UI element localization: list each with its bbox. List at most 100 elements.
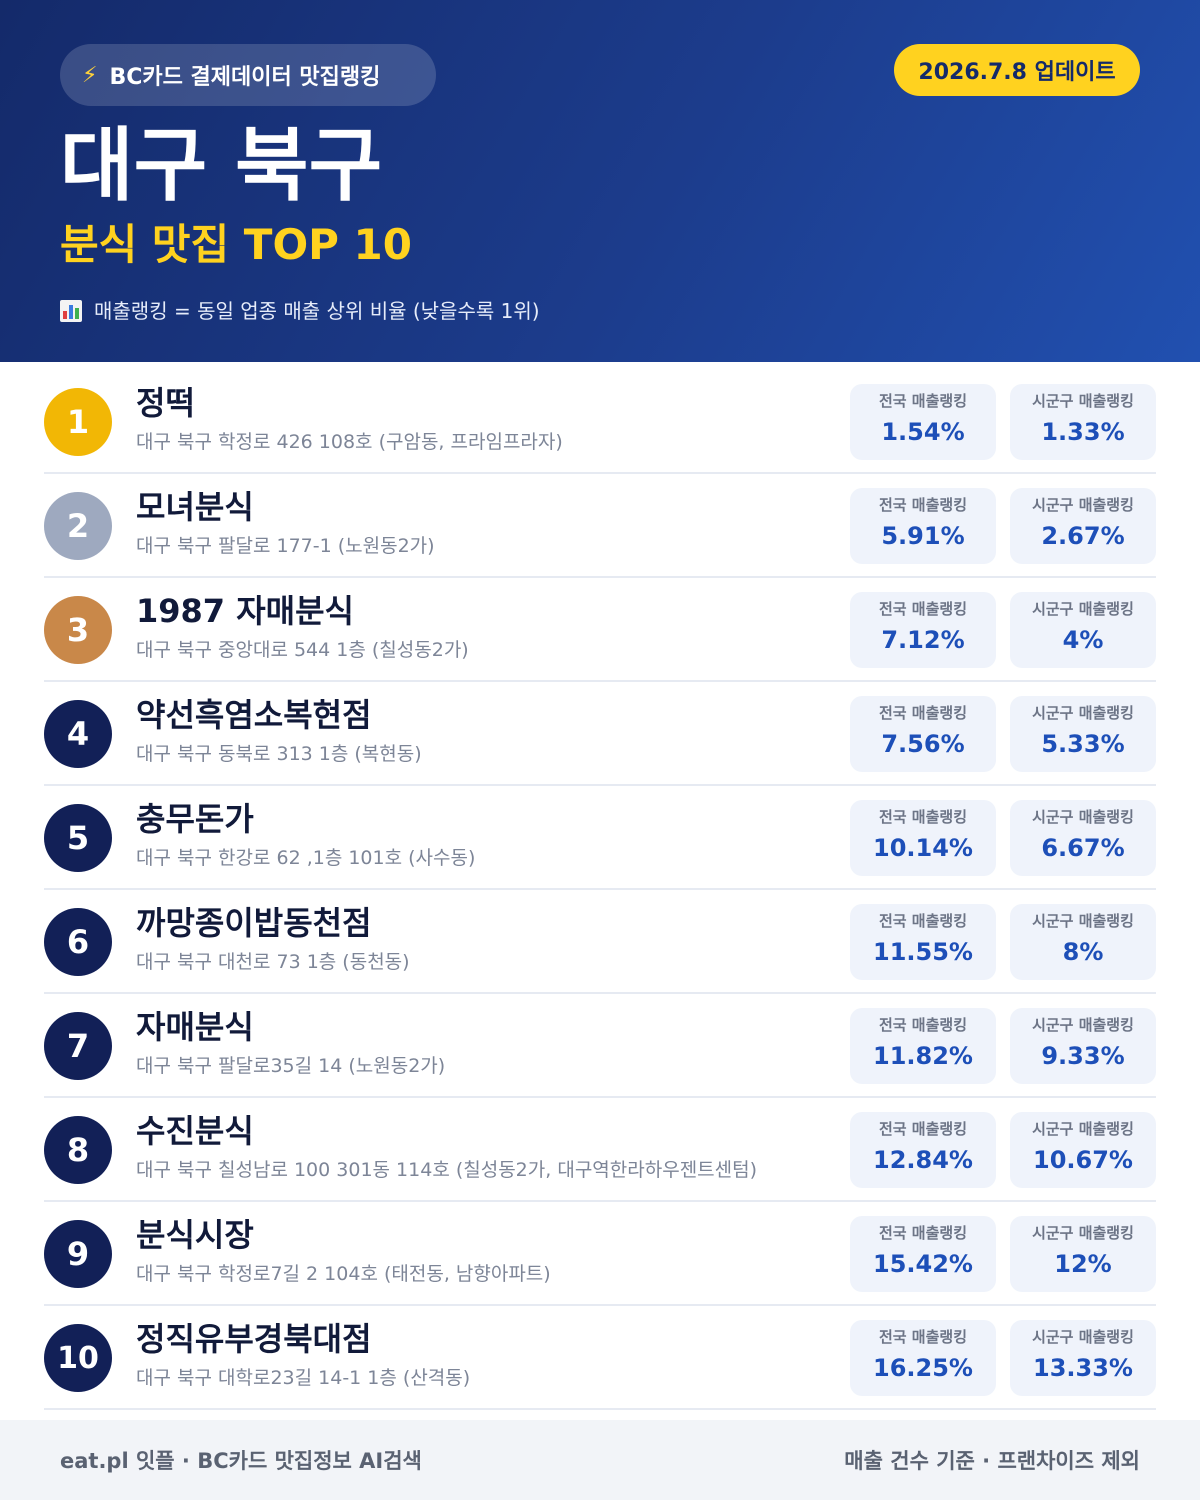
rank-badge: 8 <box>44 1116 112 1184</box>
ranking-note: 매출랭킹 = 동일 업종 매출 상위 비율 (낮을수록 1위) <box>60 296 540 326</box>
national-ranking-label: 전국 매출랭킹 <box>878 496 968 514</box>
lightning-icon: ⚡ <box>82 62 98 88</box>
rank-badge: 6 <box>44 908 112 976</box>
place-address: 대구 북구 칠성남로 100 301동 114호 (칠성동2가, 대구역한라하우… <box>136 1159 758 1181</box>
national-ranking-box: 전국 매출랭킹 7.56% <box>850 696 996 772</box>
local-ranking-box: 시군구 매출랭킹 13.33% <box>1010 1320 1156 1396</box>
list-item[interactable]: 5 충무돈가 대구 북구 한강로 62 ,1층 101호 (사수동) 전국 매출… <box>44 786 1156 890</box>
list-item[interactable]: 10 정직유부경북대점 대구 북구 대학로23길 14-1 1층 (산격동) 전… <box>44 1306 1156 1410</box>
place-address: 대구 북구 중앙대로 544 1층 (칠성동2가) <box>136 639 469 661</box>
national-ranking-value: 15.42% <box>873 1250 973 1278</box>
local-ranking-value: 12% <box>1054 1250 1112 1278</box>
national-ranking-label: 전국 매출랭킹 <box>878 392 968 410</box>
local-ranking-box: 시군구 매출랭킹 2.67% <box>1010 488 1156 564</box>
local-ranking-box: 시군구 매출랭킹 1.33% <box>1010 384 1156 460</box>
local-ranking-box: 시군구 매출랭킹 8% <box>1010 904 1156 980</box>
rank-badge: 5 <box>44 804 112 872</box>
region-title: 대구 북구 <box>60 119 383 212</box>
local-ranking-box: 시군구 매출랭킹 12% <box>1010 1216 1156 1292</box>
national-ranking-box: 전국 매출랭킹 10.14% <box>850 800 996 876</box>
national-ranking-label: 전국 매출랭킹 <box>878 1224 968 1242</box>
source-label: BC카드 결제데이터 맛집랭킹 <box>109 65 381 90</box>
local-ranking-value: 1.33% <box>1041 418 1125 446</box>
national-ranking-value: 11.82% <box>873 1042 973 1070</box>
place-name[interactable]: 수진분식 <box>136 1112 254 1150</box>
place-name[interactable]: 충무돈가 <box>136 800 254 838</box>
national-ranking-value: 7.56% <box>881 730 965 758</box>
list-item[interactable]: 9 분식시장 대구 북구 학정로7길 2 104호 (태전동, 남향아파트) 전… <box>44 1202 1156 1306</box>
national-ranking-box: 전국 매출랭킹 1.54% <box>850 384 996 460</box>
ranking-note-text: 매출랭킹 = 동일 업종 매출 상위 비율 (낮을수록 1위) <box>94 299 540 323</box>
source-badge: ⚡ BC카드 결제데이터 맛집랭킹 <box>60 44 436 106</box>
national-ranking-box: 전국 매출랭킹 7.12% <box>850 592 996 668</box>
local-ranking-label: 시군구 매출랭킹 <box>1032 1328 1134 1346</box>
list-item[interactable]: 8 수진분식 대구 북구 칠성남로 100 301동 114호 (칠성동2가, … <box>44 1098 1156 1202</box>
rank-badge: 4 <box>44 700 112 768</box>
national-ranking-value: 12.84% <box>873 1146 973 1174</box>
place-name[interactable]: 약선흑염소복현점 <box>136 696 372 734</box>
national-ranking-label: 전국 매출랭킹 <box>878 912 968 930</box>
local-ranking-value: 5.33% <box>1041 730 1125 758</box>
national-ranking-box: 전국 매출랭킹 11.55% <box>850 904 996 980</box>
rank-badge: 1 <box>44 388 112 456</box>
list-item[interactable]: 2 모녀분식 대구 북구 팔달로 177-1 (노원동2가) 전국 매출랭킹 5… <box>44 474 1156 578</box>
national-ranking-box: 전국 매출랭킹 11.82% <box>850 1008 996 1084</box>
place-name[interactable]: 자매분식 <box>136 1008 254 1046</box>
local-ranking-label: 시군구 매출랭킹 <box>1032 1224 1134 1242</box>
place-name[interactable]: 정떡 <box>136 384 195 422</box>
update-date-badge: 2026.7.8 업데이트 <box>894 44 1140 96</box>
local-ranking-box: 시군구 매출랭킹 6.67% <box>1010 800 1156 876</box>
bar-chart-icon <box>60 300 82 322</box>
local-ranking-label: 시군구 매출랭킹 <box>1032 704 1134 722</box>
list-item[interactable]: 4 약선흑염소복현점 대구 북구 동북로 313 1층 (복현동) 전국 매출랭… <box>44 682 1156 786</box>
place-address: 대구 북구 동북로 313 1층 (복현동) <box>136 743 422 765</box>
place-address: 대구 북구 대학로23길 14-1 1층 (산격동) <box>136 1367 471 1389</box>
place-address: 대구 북구 팔달로35길 14 (노원동2가) <box>136 1055 446 1077</box>
place-name[interactable]: 모녀분식 <box>136 488 254 526</box>
header-banner: ⚡ BC카드 결제데이터 맛집랭킹 2026.7.8 업데이트 대구 북구 분식… <box>0 0 1200 362</box>
national-ranking-value: 16.25% <box>873 1354 973 1382</box>
national-ranking-box: 전국 매출랭킹 12.84% <box>850 1112 996 1188</box>
rank-badge: 3 <box>44 596 112 664</box>
national-ranking-label: 전국 매출랭킹 <box>878 1120 968 1138</box>
local-ranking-label: 시군구 매출랭킹 <box>1032 912 1134 930</box>
national-ranking-label: 전국 매출랭킹 <box>878 1016 968 1034</box>
rank-badge: 7 <box>44 1012 112 1080</box>
national-ranking-label: 전국 매출랭킹 <box>878 704 968 722</box>
national-ranking-value: 7.12% <box>881 626 965 654</box>
list-item[interactable]: 1 정떡 대구 북구 학정로 426 108호 (구암동, 프라임프라자) 전국… <box>44 370 1156 474</box>
category-subtitle: 분식 맛집 TOP 10 <box>60 220 413 269</box>
national-ranking-value: 5.91% <box>881 522 965 550</box>
list-item[interactable]: 7 자매분식 대구 북구 팔달로35길 14 (노원동2가) 전국 매출랭킹 1… <box>44 994 1156 1098</box>
place-name[interactable]: 정직유부경북대점 <box>136 1320 372 1358</box>
national-ranking-label: 전국 매출랭킹 <box>878 808 968 826</box>
local-ranking-box: 시군구 매출랭킹 4% <box>1010 592 1156 668</box>
local-ranking-label: 시군구 매출랭킹 <box>1032 392 1134 410</box>
local-ranking-value: 9.33% <box>1041 1042 1125 1070</box>
place-address: 대구 북구 학정로7길 2 104호 (태전동, 남향아파트) <box>136 1263 551 1285</box>
list-item[interactable]: 6 까망종이밥동천점 대구 북구 대천로 73 1층 (동천동) 전국 매출랭킹… <box>44 890 1156 994</box>
place-name[interactable]: 분식시장 <box>136 1216 254 1254</box>
local-ranking-value: 13.33% <box>1033 1354 1133 1382</box>
place-name[interactable]: 까망종이밥동천점 <box>136 904 372 942</box>
footer-brand[interactable]: eat.pl 잇플 · BC카드 맛집정보 AI검색 <box>60 1449 422 1473</box>
footer-disclaimer: 매출 건수 기준 · 프랜차이즈 제외 <box>844 1449 1140 1473</box>
rank-badge: 10 <box>44 1324 112 1392</box>
national-ranking-value: 10.14% <box>873 834 973 862</box>
national-ranking-label: 전국 매출랭킹 <box>878 1328 968 1346</box>
place-name[interactable]: 1987 자매분식 <box>136 592 354 630</box>
local-ranking-label: 시군구 매출랭킹 <box>1032 496 1134 514</box>
local-ranking-value: 2.67% <box>1041 522 1125 550</box>
national-ranking-value: 11.55% <box>873 938 973 966</box>
national-ranking-box: 전국 매출랭킹 16.25% <box>850 1320 996 1396</box>
local-ranking-label: 시군구 매출랭킹 <box>1032 600 1134 618</box>
local-ranking-box: 시군구 매출랭킹 10.67% <box>1010 1112 1156 1188</box>
ranking-list: 1 정떡 대구 북구 학정로 426 108호 (구암동, 프라임프라자) 전국… <box>44 370 1156 1410</box>
list-item[interactable]: 3 1987 자매분식 대구 북구 중앙대로 544 1층 (칠성동2가) 전국… <box>44 578 1156 682</box>
place-address: 대구 북구 팔달로 177-1 (노원동2가) <box>136 535 435 557</box>
local-ranking-value: 10.67% <box>1033 1146 1133 1174</box>
local-ranking-value: 6.67% <box>1041 834 1125 862</box>
rank-badge: 9 <box>44 1220 112 1288</box>
local-ranking-value: 8% <box>1062 938 1104 966</box>
local-ranking-label: 시군구 매출랭킹 <box>1032 1016 1134 1034</box>
